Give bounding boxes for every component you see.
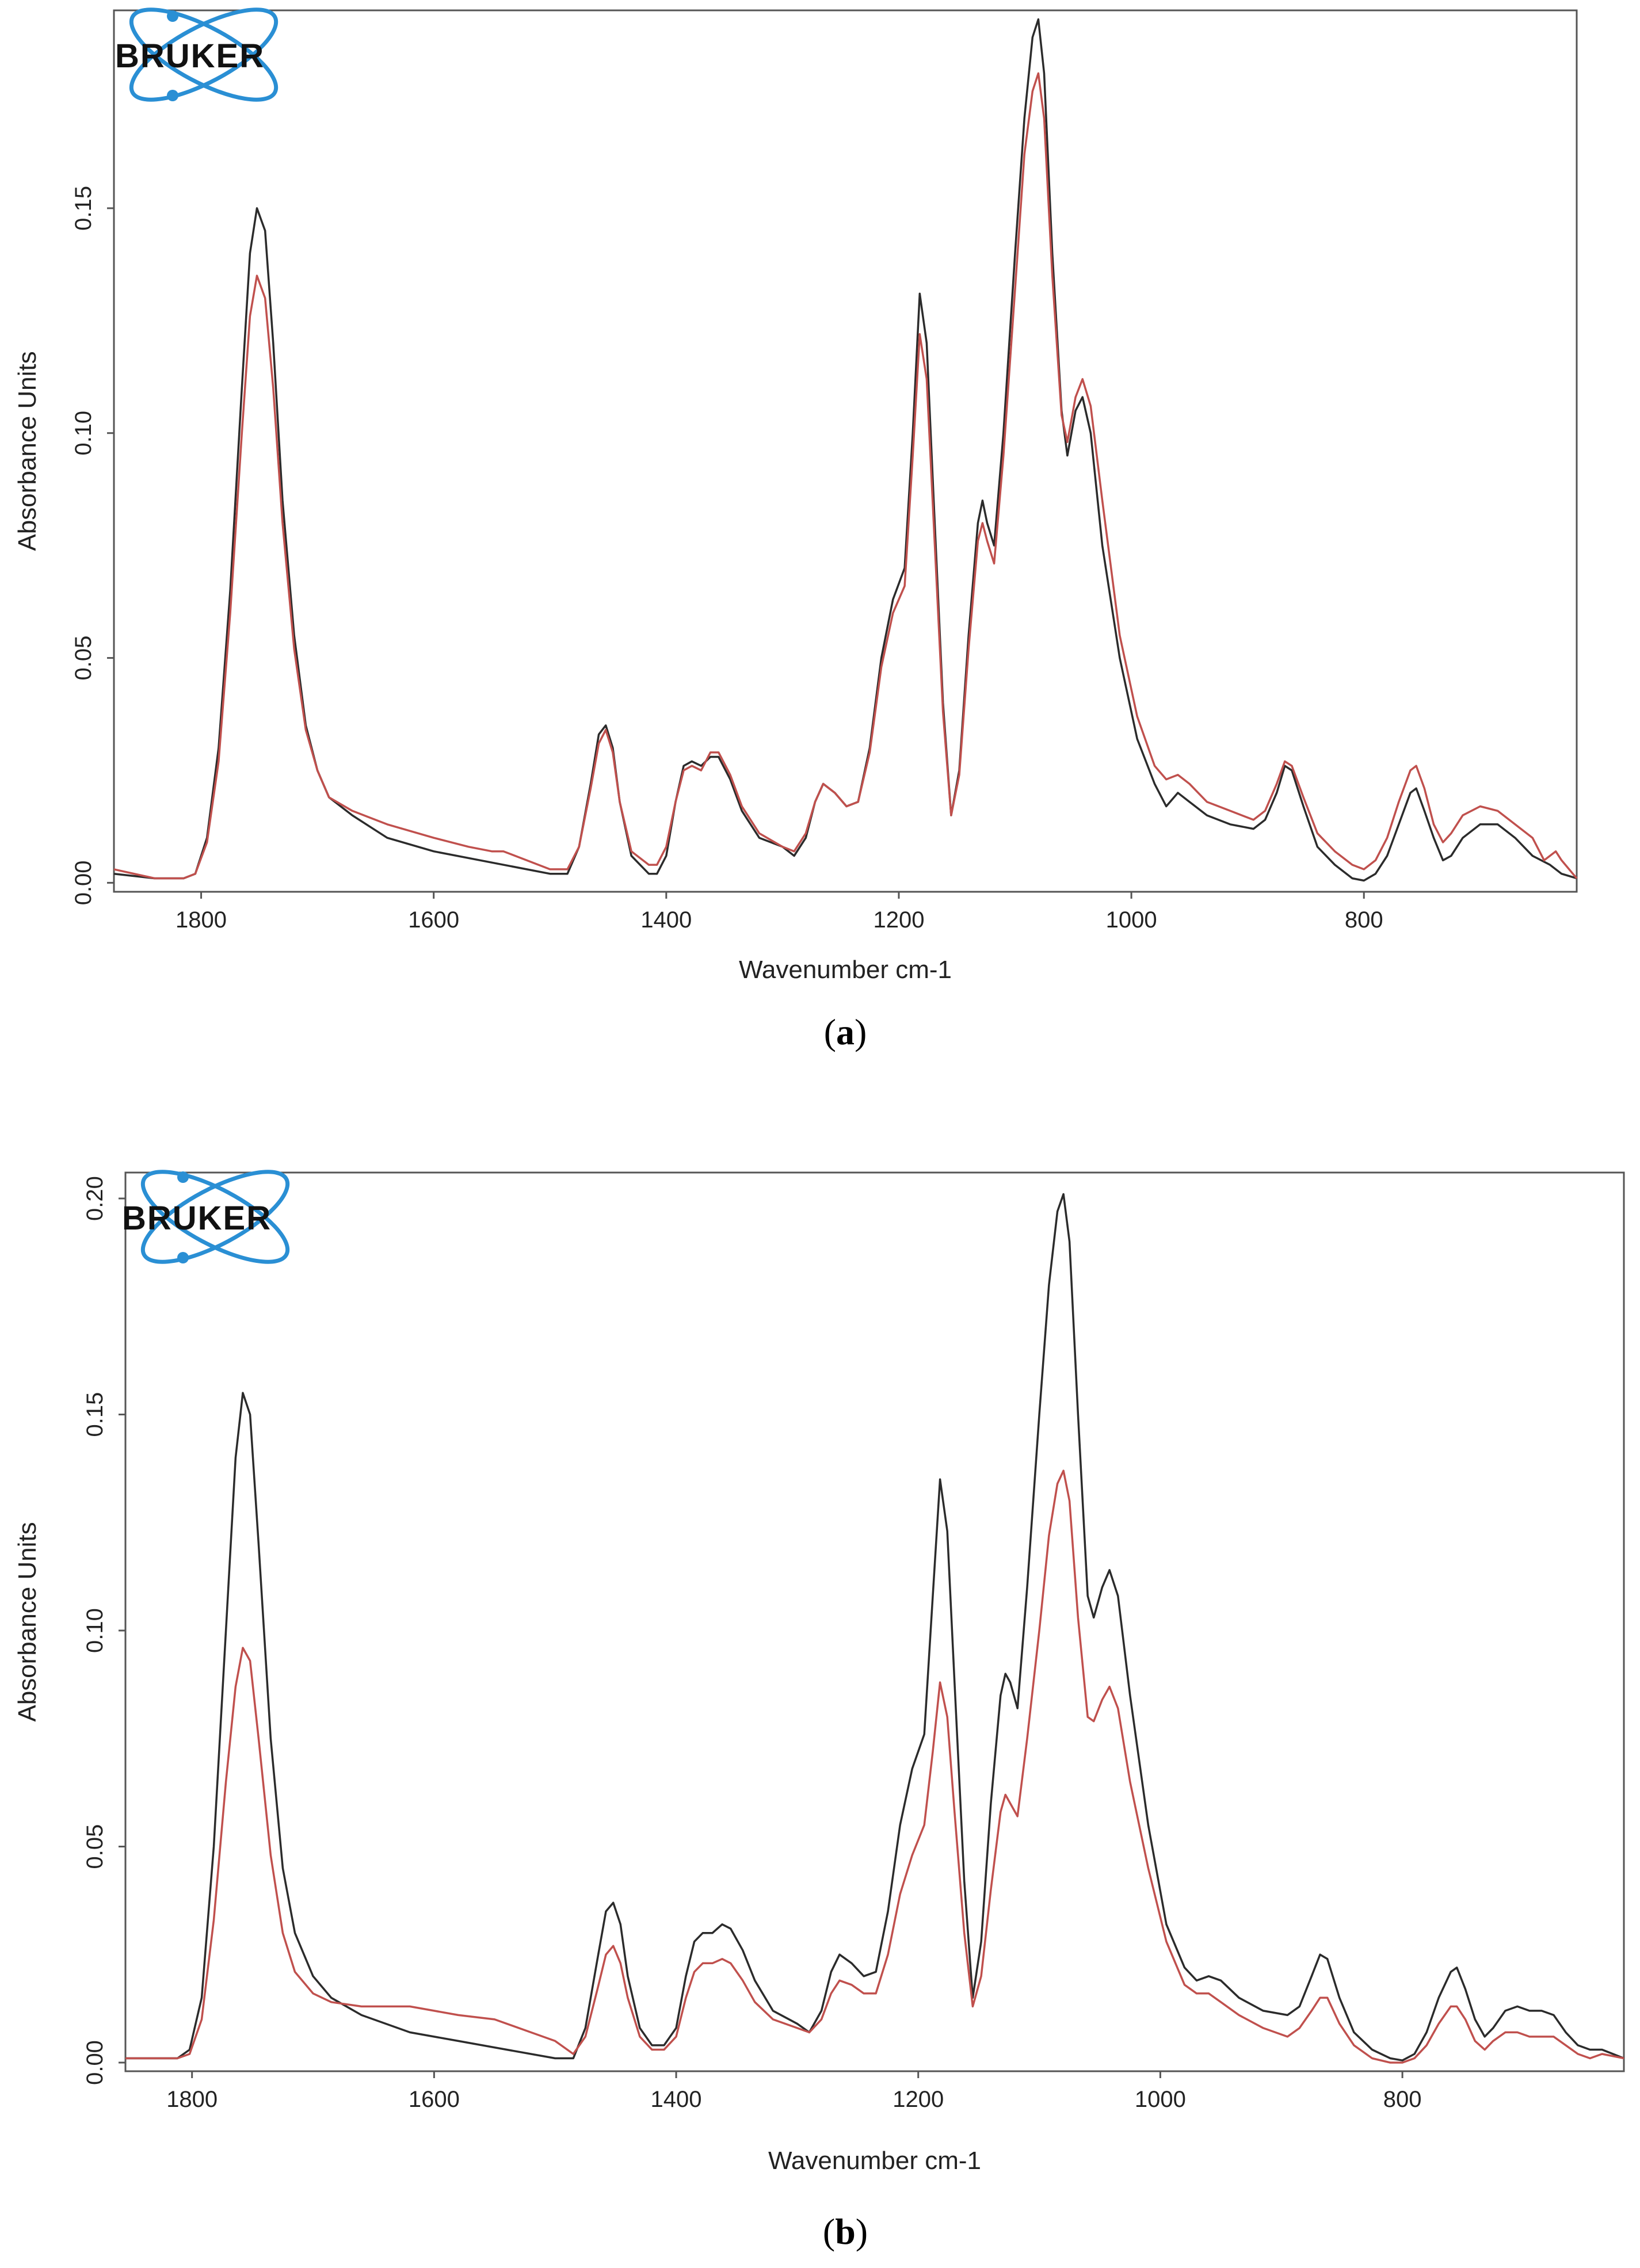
x-tick-label: 1000 <box>1135 2087 1186 2112</box>
x-ticks-a: 1800 1600 1400 1200 1000 800 <box>176 892 1383 933</box>
x-tick-label: 1800 <box>176 907 227 933</box>
y-axis-label-b: Absorbance Units <box>13 1522 41 1721</box>
y-tick-label: 0.10 <box>82 1608 108 1653</box>
y-ticks-a: 0.00 0.05 0.10 0.15 <box>71 186 114 905</box>
x-tick-label: 1200 <box>873 907 924 933</box>
y-tick-label: 0.00 <box>82 2040 108 2085</box>
x-tick-label: 800 <box>1345 907 1383 933</box>
x-tick-label: 1000 <box>1106 907 1157 933</box>
series-line-red <box>113 72 1578 880</box>
y-ticks-b: 0.00 0.05 0.10 0.15 0.20 <box>82 1176 125 2085</box>
panel-a: BRUKER 0.00 0.05 0.10 0.15 1800 1600 1400 1200… <box>13 7 1578 1052</box>
x-ticks-b: 1800 1600 1400 1200 1000 800 <box>166 2071 1421 2112</box>
x-tick-label: 1600 <box>409 2087 460 2112</box>
y-tick-label: 0.15 <box>82 1392 108 1437</box>
series-line-black <box>125 1193 1624 2061</box>
panel-letter-a: a <box>836 1011 855 1052</box>
y-tick-label: 0.15 <box>71 186 96 231</box>
logo-b: BRUKER <box>122 1170 290 1264</box>
series-line-red <box>125 1469 1624 2064</box>
panel-label-a: (a) <box>824 1011 867 1052</box>
logo-text: BRUKER <box>122 1200 272 1237</box>
y-axis-label-a: Absorbance Units <box>13 351 41 551</box>
x-tick-label: 1400 <box>640 907 692 933</box>
x-tick-label: 1800 <box>166 2087 218 2112</box>
x-tick-label: 800 <box>1383 2087 1422 2112</box>
y-tick-label: 0.20 <box>82 1176 108 1221</box>
y-tick-label: 0.05 <box>82 1824 108 1869</box>
panel-b: BRUKER 0.00 0.05 0.10 0.15 0.20 1800 1600 1400… <box>13 1170 1625 2252</box>
atom-logo-icon <box>129 7 279 102</box>
logo-text: BRUKER <box>115 37 265 75</box>
atom-logo-icon <box>140 1170 290 1264</box>
x-tick-label: 1600 <box>408 907 459 933</box>
x-axis-label-b: Wavenumber cm-1 <box>768 2147 981 2175</box>
x-tick-label: 1200 <box>893 2087 944 2112</box>
panel-label-b: (b) <box>823 2211 868 2252</box>
panel-letter-b: b <box>835 2211 856 2252</box>
y-tick-label: 0.00 <box>71 860 96 905</box>
series-lines-b <box>125 1193 1624 2064</box>
plot-frame-a <box>113 9 1578 893</box>
series-lines-a <box>113 18 1578 882</box>
y-tick-label: 0.05 <box>71 636 96 681</box>
y-tick-label: 0.10 <box>71 411 96 456</box>
plot-frame-b <box>124 1171 1625 2072</box>
x-axis-label-a: Wavenumber cm-1 <box>739 956 952 984</box>
logo-a: BRUKER <box>115 7 279 102</box>
x-tick-label: 1400 <box>651 2087 702 2112</box>
series-line-black <box>113 18 1577 882</box>
